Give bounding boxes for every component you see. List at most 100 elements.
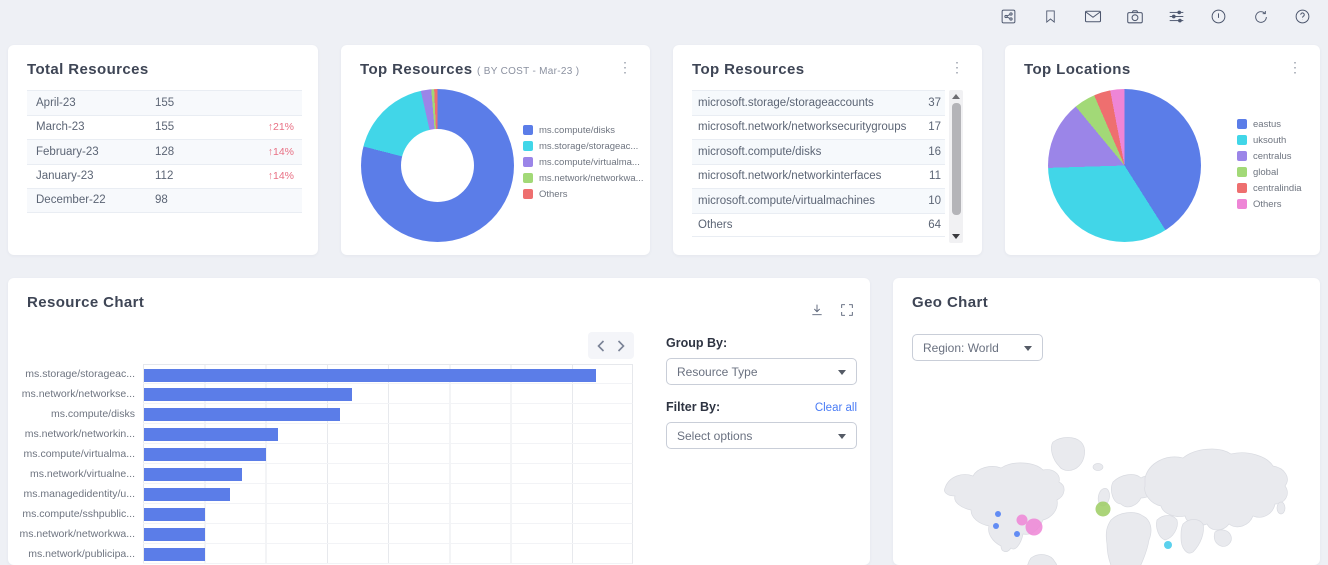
- legend-item[interactable]: Others: [523, 189, 644, 200]
- bar-row: ms.network/networkin...: [8, 424, 633, 444]
- table-row: February-23 128 ↑14%: [27, 139, 302, 164]
- clear-all-link[interactable]: Clear all: [814, 402, 857, 414]
- legend-item[interactable]: global: [1237, 166, 1302, 178]
- camera-icon[interactable]: [1125, 7, 1144, 26]
- bar[interactable]: [144, 547, 206, 561]
- bar[interactable]: [144, 387, 352, 401]
- region-southeast-asia: [1213, 529, 1232, 547]
- bookmark-icon[interactable]: [1041, 7, 1060, 26]
- legend-item[interactable]: ms.compute/disks: [523, 125, 644, 136]
- bar[interactable]: [144, 487, 230, 501]
- count-cell: 17: [928, 121, 941, 134]
- cost-donut-chart[interactable]: [361, 89, 514, 242]
- legend-item[interactable]: centralus: [1237, 150, 1302, 162]
- bar[interactable]: [144, 407, 340, 421]
- geo-bubble[interactable]: [1164, 541, 1172, 549]
- legend-item[interactable]: uksouth: [1237, 134, 1302, 146]
- bar[interactable]: [144, 368, 597, 382]
- bar-category-label: ms.network/networkwa...: [19, 528, 135, 540]
- scroll-down-icon[interactable]: [952, 234, 960, 239]
- legend-label: eastus: [1253, 118, 1281, 130]
- geo-bubble[interactable]: [995, 511, 1001, 517]
- list-item: microsoft.storage/storageaccounts 37: [692, 90, 945, 115]
- resource-type-cell: microsoft.storage/storageaccounts: [698, 96, 874, 109]
- legend-label: centralus: [1253, 150, 1292, 162]
- panel-title: Total Resources: [27, 61, 149, 78]
- header-toolbar: [999, 7, 1312, 26]
- legend-item[interactable]: ms.compute/virtualma...: [523, 157, 644, 168]
- bar[interactable]: [144, 447, 267, 461]
- bar-track: [143, 504, 633, 524]
- chevron-left-icon[interactable]: [597, 339, 605, 352]
- bar-track: [143, 424, 633, 444]
- region-dropdown[interactable]: Region: World: [912, 334, 1043, 361]
- month-cell: January-23: [36, 170, 94, 183]
- resource-type-cell: microsoft.compute/virtualmachines: [698, 194, 876, 207]
- group-by-dropdown[interactable]: Resource Type: [666, 358, 857, 385]
- filter-placeholder: Select options: [677, 428, 753, 443]
- value-cell: 155: [155, 121, 175, 134]
- tune-filters-icon[interactable]: [1167, 7, 1186, 26]
- bar-category-label: ms.network/networkin...: [24, 428, 135, 440]
- legend-item[interactable]: eastus: [1237, 118, 1302, 130]
- kebab-menu-icon[interactable]: ⋮: [950, 59, 964, 75]
- continent-north-america: [944, 462, 1065, 552]
- legend-swatch: [1237, 119, 1247, 129]
- help-icon[interactable]: [1293, 7, 1312, 26]
- count-cell: 37: [928, 96, 941, 109]
- chevron-right-icon[interactable]: [617, 339, 625, 352]
- locations-pie-chart[interactable]: [1048, 89, 1201, 242]
- bar[interactable]: [144, 507, 206, 521]
- mail-icon[interactable]: [1083, 7, 1102, 26]
- bar-track: [143, 544, 633, 564]
- panel-title: Top Resources: [360, 61, 473, 78]
- legend-item[interactable]: ms.storage/storageac...: [523, 141, 644, 152]
- legend-item[interactable]: Others: [1237, 198, 1302, 210]
- legend-label: ms.network/networkwa...: [539, 172, 644, 184]
- geo-bubble[interactable]: [1025, 518, 1043, 536]
- region-india: [1180, 519, 1204, 554]
- resource-type-cell: microsoft.network/networkinterfaces: [698, 170, 882, 183]
- refresh-icon[interactable]: [1251, 7, 1270, 26]
- kebab-menu-icon[interactable]: ⋮: [1288, 59, 1302, 75]
- legend-item[interactable]: centralindia: [1237, 183, 1302, 194]
- continent-south-america: [1027, 554, 1058, 565]
- continent-greenland: [1051, 437, 1085, 471]
- bar-track: [143, 364, 633, 384]
- geo-bubble[interactable]: [1095, 501, 1111, 517]
- list-scrollbar[interactable]: [949, 90, 963, 243]
- value-cell: 128: [155, 145, 175, 158]
- table-row: March-23 155 ↑21%: [27, 114, 302, 140]
- world-map[interactable]: [935, 420, 1320, 565]
- share-icon[interactable]: [999, 7, 1018, 26]
- count-cell: 16: [928, 145, 941, 158]
- bar[interactable]: [144, 527, 206, 541]
- geo-bubble[interactable]: [993, 523, 999, 529]
- geo-bubble[interactable]: [1016, 514, 1028, 526]
- value-cell: 112: [155, 170, 174, 183]
- bar[interactable]: [144, 427, 279, 441]
- download-icon[interactable]: [807, 300, 826, 319]
- filter-by-label: Filter By:: [666, 400, 721, 414]
- chevron-down-icon: [838, 370, 846, 375]
- bar[interactable]: [144, 467, 242, 481]
- legend-swatch: [1237, 135, 1247, 145]
- region-arabia: [1156, 515, 1178, 541]
- fullscreen-icon[interactable]: [837, 300, 856, 319]
- info-icon[interactable]: [1209, 7, 1228, 26]
- change-cell: ↑14%: [267, 170, 294, 183]
- scrollbar-thumb[interactable]: [951, 103, 961, 215]
- filter-options-dropdown[interactable]: Select options: [666, 422, 857, 449]
- count-cell: 64: [928, 218, 941, 231]
- legend-label: global: [1253, 166, 1279, 178]
- list-item: microsoft.compute/virtualmachines 10: [692, 188, 945, 213]
- legend-label: uksouth: [1253, 134, 1287, 146]
- kebab-menu-icon[interactable]: ⋮: [618, 59, 632, 75]
- scroll-up-icon[interactable]: [952, 94, 960, 99]
- island-japan: [1276, 501, 1286, 515]
- bar-category-label: ms.network/networkse...: [21, 388, 135, 400]
- legend-label: Others: [1253, 198, 1282, 210]
- geo-bubble[interactable]: [1014, 531, 1020, 537]
- value-cell: 98: [155, 194, 168, 207]
- legend-item[interactable]: ms.network/networkwa...: [523, 172, 644, 184]
